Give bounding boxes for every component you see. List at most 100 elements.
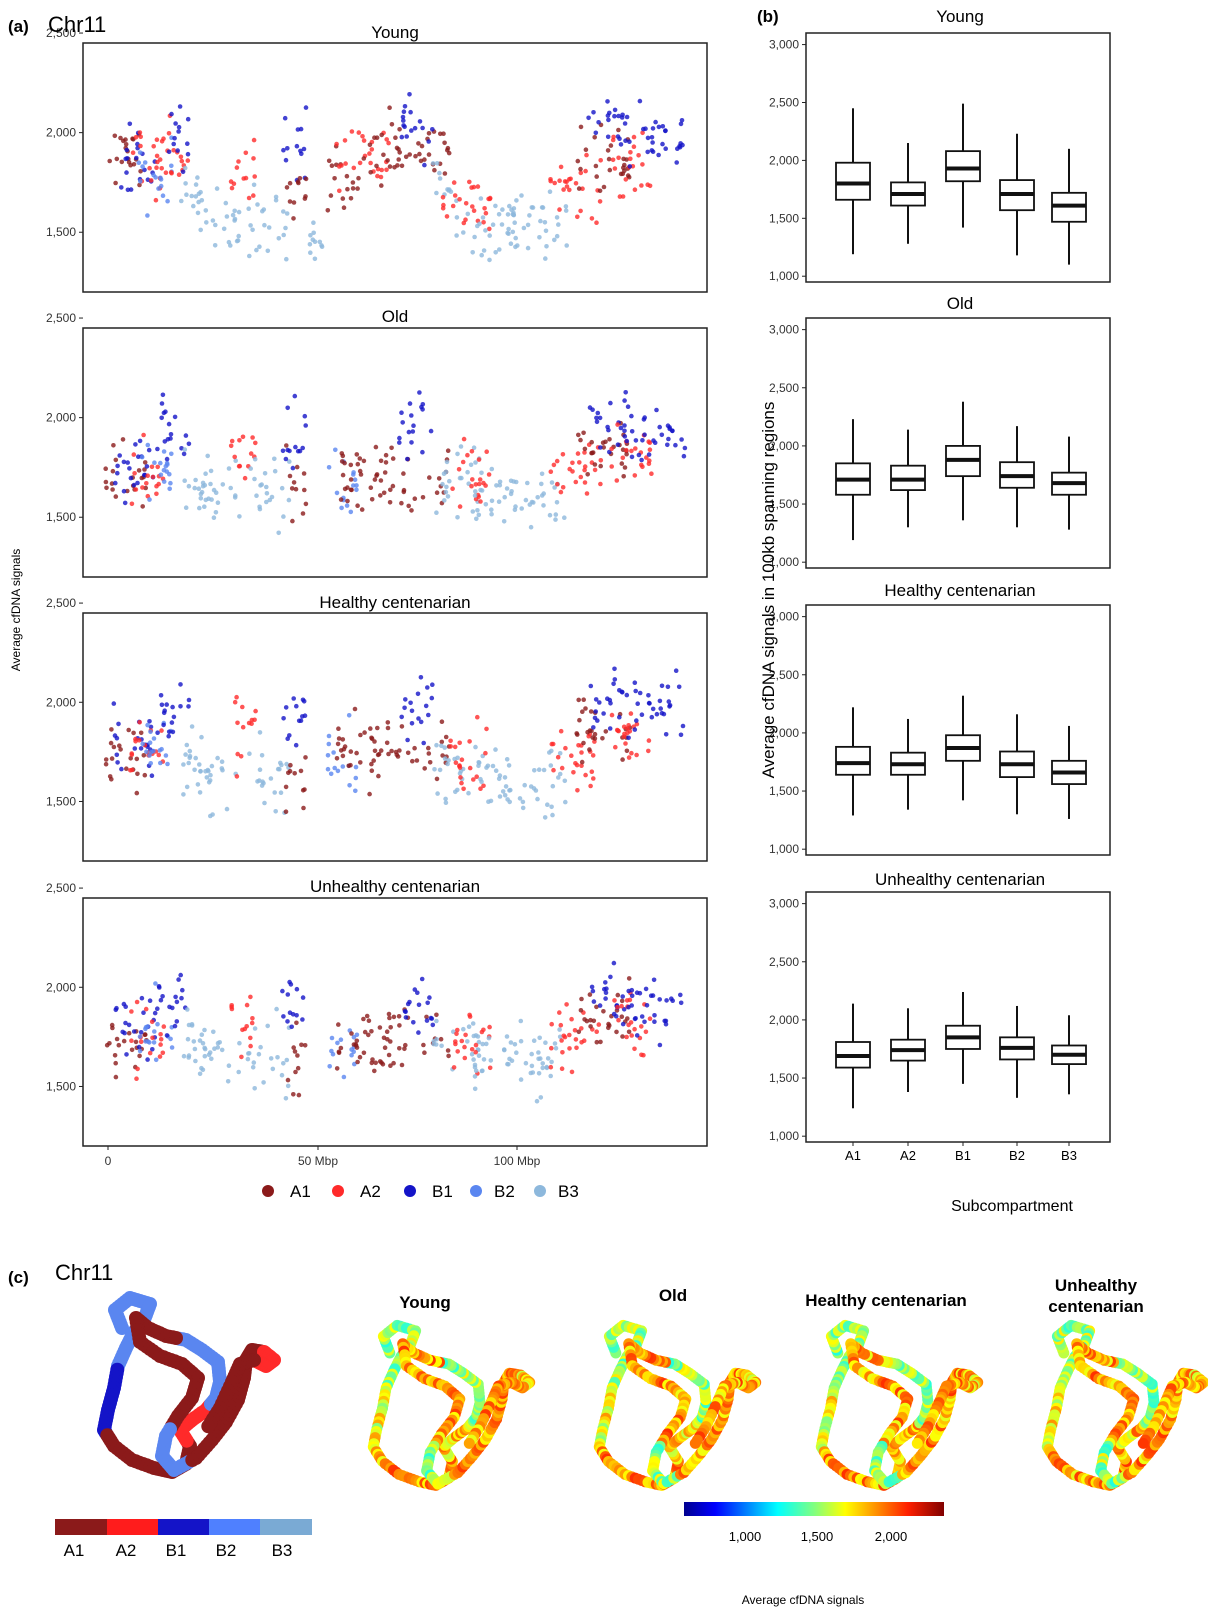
point-B3: [480, 1041, 486, 1047]
point-B3: [208, 468, 214, 474]
point-B2: [354, 483, 359, 488]
point-A2: [476, 457, 482, 462]
point-A1: [359, 507, 365, 512]
point-A2: [248, 1043, 253, 1049]
point-A2: [624, 1034, 629, 1040]
point-B3: [502, 494, 508, 500]
point-A1: [426, 131, 432, 136]
point-B3: [202, 1046, 208, 1052]
point-B3: [250, 1065, 256, 1070]
point-A2: [477, 481, 482, 487]
point-B3: [547, 189, 553, 194]
point-A2: [243, 150, 249, 156]
box-B1: [945, 695, 981, 801]
point-A2: [548, 469, 554, 475]
x-tick-label: A2: [900, 1148, 916, 1163]
point-B1: [119, 185, 124, 190]
point-A2: [473, 482, 479, 487]
point-B2: [158, 472, 164, 478]
point-A2: [384, 137, 390, 142]
point-A2: [246, 195, 252, 201]
point-A1: [287, 180, 293, 186]
point-A2: [134, 1076, 139, 1081]
point-A2: [150, 1035, 155, 1041]
point-B1: [152, 1010, 158, 1016]
point-B1: [161, 410, 167, 416]
point-B2: [165, 198, 170, 204]
point-B3: [211, 1029, 216, 1035]
point-A1: [284, 443, 289, 448]
point-A2: [461, 436, 467, 442]
point-B1: [657, 698, 663, 704]
point-B3: [250, 227, 255, 233]
point-B3: [248, 466, 253, 471]
point-A2: [632, 1046, 637, 1052]
point-B1: [292, 393, 298, 399]
point-B3: [508, 787, 513, 793]
point-A2: [240, 704, 245, 710]
point-B3: [276, 530, 282, 536]
point-B3: [193, 755, 198, 761]
point-A1: [107, 774, 113, 779]
point-A1: [593, 163, 599, 169]
point-B1: [586, 115, 591, 121]
point-A1: [374, 472, 380, 477]
point-B1: [121, 488, 127, 494]
point-B3: [443, 469, 449, 475]
point-A2: [450, 486, 455, 492]
point-A2: [620, 194, 626, 199]
x-tick-label: 100 Mbp: [494, 1154, 541, 1168]
point-B3: [184, 784, 190, 790]
point-A1: [369, 761, 374, 767]
point-B1: [643, 986, 649, 992]
point-A2: [632, 473, 638, 478]
point-B3: [550, 783, 556, 789]
point-B1: [632, 727, 638, 732]
point-A1: [584, 1018, 590, 1024]
point-B3: [195, 175, 200, 180]
point-A1: [606, 156, 612, 162]
point-A2: [163, 170, 169, 175]
point-A1: [303, 176, 309, 182]
point-A1: [371, 758, 377, 763]
point-B3: [500, 207, 505, 212]
point-B3: [283, 1096, 289, 1101]
point-B1: [605, 134, 611, 140]
point-B3: [554, 215, 560, 220]
point-B1: [300, 445, 306, 451]
point-A2: [647, 458, 652, 464]
point-B3: [272, 790, 278, 795]
point-B1: [127, 121, 133, 127]
point-B3: [276, 236, 282, 241]
point-A1: [135, 771, 140, 777]
panel-c-chromosome: Chr11: [55, 1260, 113, 1285]
box-B2: [999, 714, 1035, 815]
point-B1: [148, 724, 154, 730]
point-A1: [328, 193, 334, 198]
point-A2: [136, 738, 142, 743]
point-A2: [624, 998, 630, 1003]
point-B3: [247, 751, 252, 756]
point-A2: [584, 491, 590, 496]
point-B2: [157, 748, 163, 753]
point-A1: [302, 787, 307, 792]
point-B2: [153, 1057, 159, 1063]
point-B2: [349, 1047, 354, 1052]
point-B1: [601, 711, 606, 716]
point-B3: [472, 493, 478, 498]
point-B1: [285, 146, 290, 151]
point-B3: [187, 748, 193, 754]
point-B1: [594, 415, 599, 421]
point-B1: [400, 114, 406, 120]
point-B1: [408, 700, 413, 706]
point-B2: [353, 764, 359, 770]
point-B3: [307, 242, 313, 247]
point-B1: [401, 109, 407, 114]
point-B1: [159, 702, 165, 708]
box-A2: [890, 143, 926, 244]
point-A1: [382, 470, 388, 475]
point-B1: [617, 136, 622, 141]
